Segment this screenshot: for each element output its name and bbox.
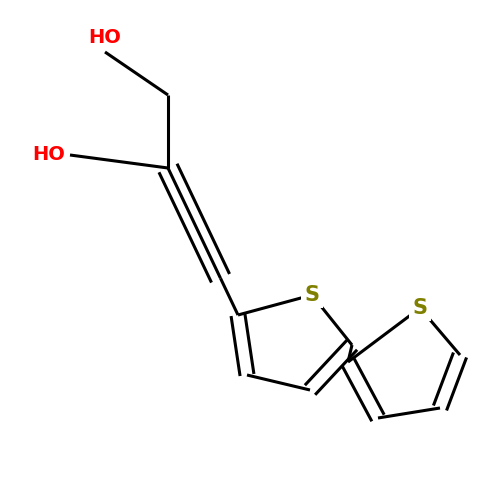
Text: S: S	[304, 285, 320, 305]
Text: HO: HO	[88, 28, 122, 47]
Text: S: S	[412, 298, 428, 318]
Text: HO: HO	[32, 146, 65, 165]
